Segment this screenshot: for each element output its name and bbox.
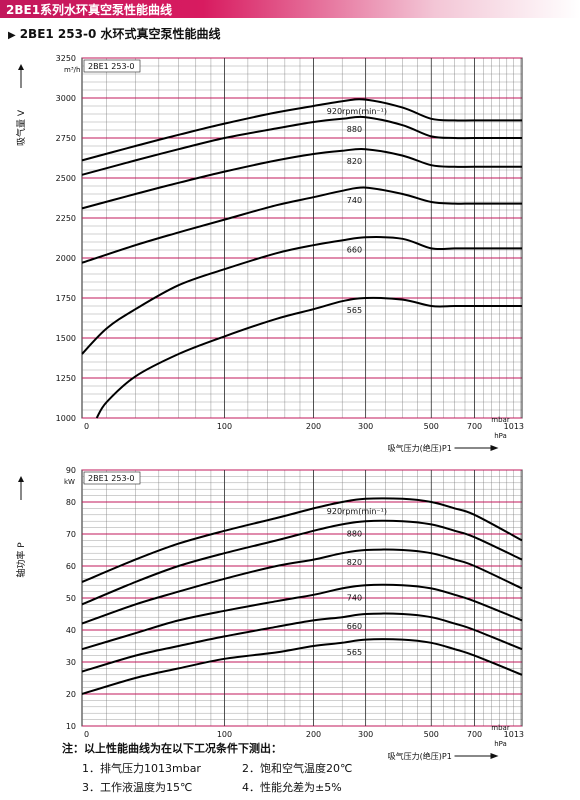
y-tick-label: 2750: [56, 134, 76, 143]
chart-1: 1000125015001750200022502500275030003250…: [15, 54, 524, 453]
y-tick-label: 1750: [56, 294, 76, 303]
series-label: 565: [347, 306, 362, 315]
x-tick-label: 500: [424, 422, 439, 431]
y-tick-label: 30: [66, 658, 76, 667]
right-arrow-icon: [490, 753, 499, 759]
y-tick-label: 3250: [56, 54, 76, 63]
y-tick-label: 3000: [56, 94, 76, 103]
inset-label: 2BE1 253-0: [88, 62, 135, 71]
note-item: 2．饱和空气温度20℃: [242, 762, 353, 775]
y-axis-label: 吸气量 V: [15, 109, 27, 146]
series-label: 660: [347, 622, 362, 631]
y-tick-label: 10: [66, 722, 76, 731]
x-axis-label: 吸气压力(绝压)P1: [388, 443, 452, 453]
x-tick-label: 700: [467, 422, 482, 431]
series-line-1: [81, 115, 522, 176]
series-line-5: [81, 638, 523, 695]
x-tick-label: 200: [306, 730, 321, 739]
triangle-bullet-icon: ▶: [8, 30, 16, 41]
x-axis-label: 吸气压力(绝压)P1: [388, 751, 452, 761]
series-line-4: [81, 612, 523, 673]
x-unit-bottom: hPa: [494, 740, 507, 748]
y-tick-label: 2500: [56, 174, 76, 183]
x-tick-label: 100: [217, 422, 232, 431]
x-origin-label: 0: [84, 422, 89, 431]
series-label: 740: [347, 593, 362, 602]
x-unit-bottom: hPa: [494, 432, 507, 440]
series-label: 820: [347, 157, 362, 166]
y-tick-label: 50: [66, 594, 76, 603]
x-tick-label: 1013: [504, 422, 524, 431]
note-item: 1．排气压力1013mbar: [82, 762, 201, 775]
y-tick-label: 1500: [56, 334, 76, 343]
x-unit-top: mbar: [491, 416, 510, 424]
series-line-2: [81, 548, 523, 625]
series-label: 565: [347, 648, 362, 657]
x-tick-label: 700: [467, 730, 482, 739]
series-line-1: [81, 519, 523, 606]
right-arrow-icon: [490, 445, 499, 451]
series-label: 920rpm(min⁻¹): [327, 107, 387, 116]
up-arrow-icon: [18, 476, 24, 482]
up-arrow-icon: [18, 64, 24, 70]
y-axis-label: 轴功率 P: [15, 542, 27, 578]
y-unit: m³/h: [64, 66, 80, 74]
inset-label: 2BE1 253-0: [88, 474, 135, 483]
x-tick-label: 1013: [504, 730, 524, 739]
x-tick-label: 100: [217, 730, 232, 739]
series-line-0: [81, 497, 523, 583]
series-label: 880: [347, 529, 362, 538]
series-label: 880: [347, 125, 362, 134]
note-item: 3．工作液温度为15℃: [82, 781, 193, 794]
y-tick-label: 20: [66, 690, 76, 699]
x-unit-top: mbar: [491, 724, 510, 732]
series-line-2: [81, 148, 522, 210]
page-title: 2BE1系列水环真空泵性能曲线: [6, 3, 173, 17]
series-label: 740: [347, 196, 362, 205]
series-line-3: [81, 186, 522, 264]
y-tick-label: 80: [66, 498, 76, 507]
y-tick-label: 70: [66, 530, 76, 539]
x-tick-label: 300: [358, 730, 373, 739]
y-tick-label: 1000: [56, 414, 76, 423]
y-tick-label: 2250: [56, 214, 76, 223]
chart-subtitle: ▶ 2BE1 253-0 水环式真空泵性能曲线: [8, 25, 220, 42]
chart-2: 10 20 30 40 50 60 70 80 90 100 200 300 500 700 1013 0 kW…: [15, 466, 524, 761]
series-line-4: [81, 236, 522, 355]
series-line-3: [81, 583, 523, 651]
plot-frame: [81, 57, 523, 419]
y-tick-label: 1250: [56, 374, 76, 383]
notes-heading: 注：以上性能曲线为在以下工况条件下测出：: [62, 742, 282, 755]
x-tick-label: 500: [424, 730, 439, 739]
inset-label-box: [83, 471, 141, 485]
note-item: 4．性能允差为±5%: [242, 781, 342, 794]
y-tick-label: 60: [66, 562, 76, 571]
x-tick-label: 200: [306, 422, 321, 431]
x-tick-label: 300: [358, 422, 373, 431]
subtitle-text: 2BE1 253-0 水环式真空泵性能曲线: [19, 27, 221, 41]
series-label: 820: [347, 558, 362, 567]
series-line-0: [81, 98, 522, 162]
inset-label-box: [83, 59, 141, 73]
series-label: 660: [347, 245, 362, 254]
y-tick-label: 2000: [56, 254, 76, 263]
y-tick-label: 90: [66, 466, 76, 475]
header-band: 2BE1系列水环真空泵性能曲线: [0, 0, 580, 18]
series-line-5: [95, 296, 522, 419]
y-tick-label: 40: [66, 626, 76, 635]
x-origin-label: 0: [84, 730, 89, 739]
y-unit: kW: [64, 478, 75, 486]
series-label: 920rpm(min⁻¹): [327, 507, 387, 516]
